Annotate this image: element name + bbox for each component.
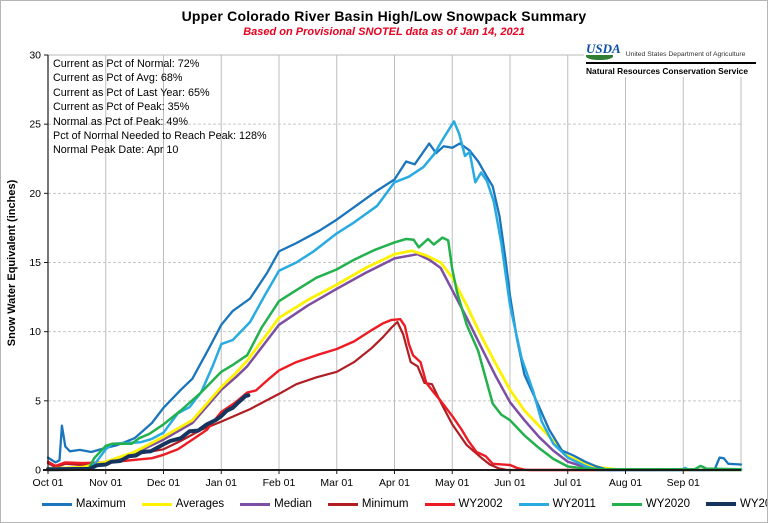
series-line-wy2020 <box>46 236 743 471</box>
legend-item-averages: Averages <box>141 498 225 510</box>
legend-label: Averages <box>175 498 225 510</box>
usda-swoosh-icon <box>586 55 613 60</box>
legend-label: WY2011 <box>552 498 596 510</box>
x-tick-label: Mar 01 <box>320 477 353 489</box>
stats-line: Current as Pct of Avg: 68% <box>53 72 183 85</box>
legend-swatch <box>705 502 736 506</box>
legend-item-wy2021: WY2021 <box>705 498 767 510</box>
x-tick-label: Apr 01 <box>379 477 410 489</box>
legend-swatch <box>41 502 72 506</box>
x-tick-label: Dec 01 <box>147 477 180 489</box>
legend-swatch <box>240 502 271 506</box>
usda-logo-text: USDA <box>586 41 621 56</box>
stats-line: Pct of Normal Needed to Reach Peak: 128% <box>53 130 267 143</box>
y-axis-title: Snow Water Equivalent (inches) <box>6 179 18 346</box>
x-tick-label: Oct 01 <box>33 477 64 489</box>
x-tick-label: Sep 01 <box>667 477 700 489</box>
legend-item-wy2020: WY2020 <box>611 498 690 510</box>
x-tick-label: May 01 <box>435 477 470 489</box>
stats-line: Normal Peak Date: Apr 10 <box>53 144 179 157</box>
legend-label: WY2021 <box>739 498 767 510</box>
legend-item-median: Median <box>240 498 312 510</box>
legend-swatch <box>611 502 642 506</box>
y-tick-label: 30 <box>29 50 41 62</box>
chart-subtitle: Based on Provisional SNOTEL data as of J… <box>243 26 525 38</box>
legend-swatch <box>518 502 549 506</box>
y-tick-label: 20 <box>29 188 41 200</box>
legend-label: Maximum <box>75 498 126 510</box>
series-line-median <box>46 252 743 472</box>
legend-item-minimum: Minimum <box>327 498 409 510</box>
series-line-wy2011 <box>46 120 743 472</box>
usda-divider <box>586 62 756 64</box>
legend-label: WY2002 <box>458 498 503 510</box>
usda-logo-row: USDA United States Department of Agricul… <box>586 41 756 60</box>
legend-label: WY2020 <box>645 498 690 510</box>
x-tick-label: Feb 01 <box>263 477 296 489</box>
usda-logo: USDA <box>586 41 621 60</box>
legend-label: Minimum <box>361 498 409 510</box>
x-tick-label: Aug 01 <box>609 477 642 489</box>
x-tick-label: Jun 01 <box>494 477 526 489</box>
series-line-averages <box>46 249 743 472</box>
series-line-wy2021 <box>46 393 251 472</box>
usda-agency-text: Natural Resources Conservation Service <box>586 66 748 76</box>
legend-swatch <box>424 502 455 506</box>
stats-line: Current as Pct of Normal: 72% <box>53 58 200 70</box>
x-tick-label: Jan 01 <box>205 477 237 489</box>
legend-item-wy2002: WY2002 <box>424 498 503 510</box>
stats-line: Current as Pct of Last Year: 65% <box>53 86 210 99</box>
y-tick-label: 10 <box>29 326 41 338</box>
stats-line: Normal as Pct of Peak: 49% <box>53 115 189 128</box>
legend: Maximum Averages Median Minimum WY2002 WY2011… <box>1 498 767 510</box>
y-tick-label: 0 <box>35 465 41 477</box>
legend-item-maximum: Maximum <box>41 498 126 510</box>
y-tick-label: 25 <box>29 119 41 131</box>
legend-swatch <box>141 502 172 506</box>
stats-box: Current as Pct of Normal: 72% Current as … <box>53 57 267 158</box>
series-line-wy2002 <box>46 318 743 472</box>
legend-swatch <box>327 502 358 506</box>
legend-label: Median <box>274 498 312 510</box>
y-tick-label: 15 <box>29 257 41 269</box>
y-tick-label: 5 <box>35 395 41 407</box>
stats-line: Current as Pct of Peak: 35% <box>53 101 190 114</box>
usda-department-text: United States Department of Agriculture <box>625 51 746 58</box>
page-title: Upper Colorado River Basin High/Low Snow… <box>181 8 587 24</box>
legend-item-wy2011: WY2011 <box>518 498 596 510</box>
x-tick-label: Nov 01 <box>89 477 122 489</box>
x-tick-label: Jul 01 <box>554 477 582 489</box>
usda-block: USDA United States Department of Agricul… <box>584 41 758 77</box>
